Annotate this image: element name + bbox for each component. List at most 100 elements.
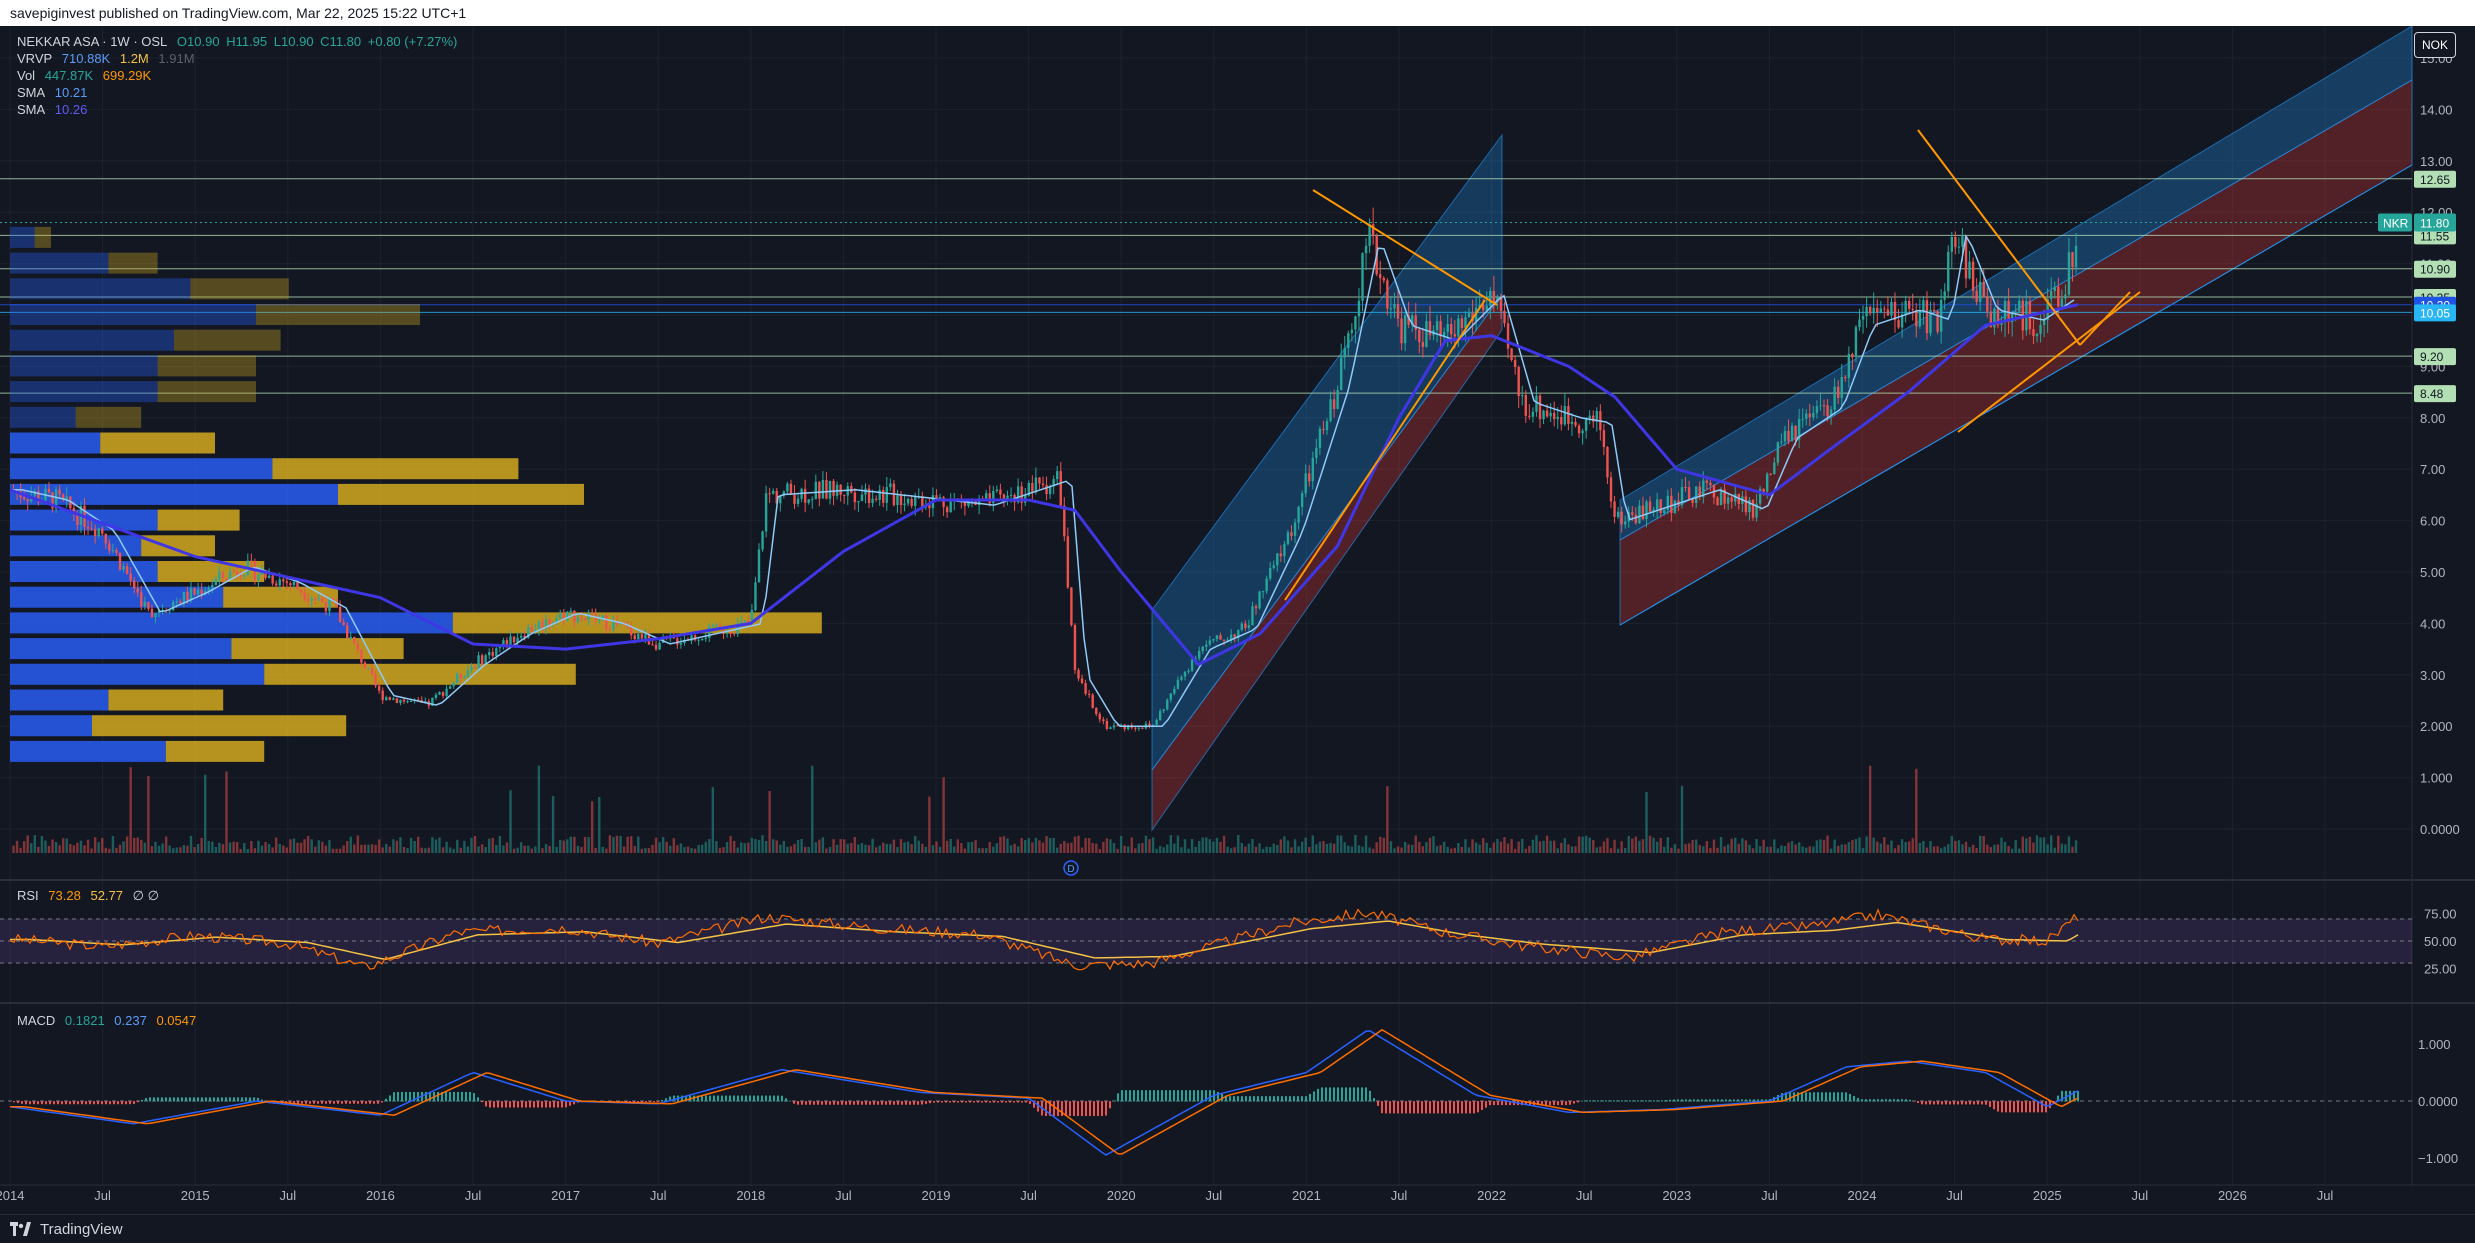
volume-bar — [945, 840, 949, 853]
volume-bar — [1961, 844, 1964, 853]
volume-bar — [1389, 841, 1393, 853]
volume-bar — [1687, 843, 1691, 853]
candle-body — [445, 688, 448, 696]
candle-body — [491, 651, 494, 656]
candle-body — [1932, 309, 1936, 312]
macd-histogram-bar — [29, 1101, 31, 1105]
volume-bar — [967, 842, 970, 853]
footer-bar: TradingView — [0, 1214, 2475, 1243]
y-tick-label: 0.0000 — [2420, 822, 2460, 837]
volume-bar — [534, 846, 537, 853]
macd-histogram-bar — [1633, 1100, 1635, 1102]
volume-bar — [65, 838, 68, 853]
volume-bar — [711, 787, 715, 853]
rsi-legend[interactable]: RSI 73.28 52.77 ∅ ∅ — [17, 887, 165, 904]
candle-body — [125, 566, 129, 574]
sma1-row[interactable]: SMA 10.21 — [17, 84, 463, 101]
candle-body — [1908, 300, 1911, 309]
candle-body — [147, 602, 150, 609]
vp-bar-down — [338, 483, 584, 505]
volume-bar — [182, 845, 186, 853]
candle-body — [1237, 629, 1240, 639]
volume-bar — [1087, 838, 1091, 853]
volume-bar — [740, 842, 743, 853]
volume-bar — [1982, 836, 1985, 853]
candle-body — [76, 514, 79, 525]
volume-bar — [1922, 840, 1925, 853]
volume-bar — [1002, 836, 1006, 853]
sma2-row[interactable]: SMA 10.26 — [17, 101, 463, 118]
price-chart[interactable]: 2014Jul2015Jul2016Jul2017Jul2018Jul2019J… — [0, 26, 2475, 1214]
candle-body — [1460, 318, 1464, 329]
volume-bar — [1666, 837, 1669, 853]
candle-body — [701, 638, 704, 640]
volume-bar — [1350, 846, 1354, 853]
volume-bar — [1886, 844, 1890, 853]
candle-body — [448, 686, 452, 689]
main-legend[interactable]: NEKKAR ASA · 1W · OSL O10.90 H11.95 L10.… — [17, 33, 463, 118]
vol-label: Vol — [17, 68, 36, 83]
macd-histogram-bar — [349, 1101, 351, 1104]
macd-histogram-bar — [1929, 1101, 1931, 1105]
vrvp-row[interactable]: VRVP 710.88K 1.2M 1.91M — [17, 50, 463, 67]
candle-body — [1222, 639, 1226, 641]
candle-body — [1648, 501, 1652, 512]
volume-bar — [1411, 844, 1414, 853]
macd-histogram-bar — [1617, 1100, 1619, 1102]
macd-legend[interactable]: MACD 0.1821 0.237 0.0547 — [17, 1012, 202, 1029]
macd-histogram-bar — [213, 1097, 215, 1102]
currency-button[interactable]: NOK — [2414, 32, 2456, 58]
candle-body — [377, 685, 381, 691]
macd-histogram-bar — [1669, 1099, 1671, 1102]
candle-body — [1890, 301, 1893, 316]
candle-body — [1762, 488, 1765, 492]
candle-body — [498, 646, 502, 649]
volume-bar — [626, 836, 629, 853]
x-tick-label: 2015 — [181, 1188, 210, 1203]
volume-bar — [317, 840, 320, 853]
macd-histogram-bar — [1257, 1096, 1259, 1102]
candle-body — [392, 698, 395, 700]
vp-bar-up — [10, 612, 453, 634]
volume-bar — [583, 836, 587, 853]
volume-row[interactable]: Vol 447.87K 699.29K — [17, 67, 463, 84]
candle-body — [101, 528, 104, 534]
macd-histogram-bar — [1565, 1101, 1567, 1106]
volume-bar — [789, 846, 793, 853]
volume-bar — [1041, 842, 1045, 853]
candle-body — [62, 494, 65, 500]
vp-bar-down — [157, 381, 256, 403]
candle-body — [1673, 500, 1677, 514]
candle-body — [2057, 286, 2060, 307]
volume-bar — [154, 841, 157, 853]
macd-histogram-bar — [217, 1097, 219, 1102]
candle-body — [644, 634, 647, 639]
volume-bar — [548, 845, 551, 853]
time-axis[interactable]: 2014Jul2015Jul2016Jul2017Jul2018Jul2019J… — [0, 1184, 2475, 1203]
candle-body — [1510, 348, 1513, 361]
candle-body — [1080, 678, 1084, 684]
macd-signal-line — [10, 1028, 2079, 1155]
macd-histogram-bar — [1813, 1092, 1815, 1102]
candle-body — [1986, 297, 1989, 312]
volume-bar — [1801, 846, 1804, 853]
volume-bar — [857, 844, 860, 853]
candle-body — [1031, 482, 1034, 493]
candle-body — [651, 644, 654, 646]
volume-bar — [1073, 836, 1077, 853]
volume-bar — [1879, 843, 1882, 853]
volume-bar — [1205, 837, 1208, 853]
candle-body — [480, 655, 484, 665]
macd-histogram-bar — [9, 1101, 11, 1102]
macd-histogram-bar — [413, 1091, 415, 1102]
candle-body — [999, 489, 1002, 495]
candle-body — [995, 489, 999, 491]
macd-histogram-bar — [1973, 1101, 1975, 1105]
volume-bar — [974, 840, 977, 853]
volume-bar — [1134, 848, 1137, 853]
candle-body — [967, 502, 970, 506]
macd-histogram-bar — [141, 1099, 143, 1102]
candle-body — [1961, 235, 1964, 247]
macd-histogram-bar — [453, 1091, 455, 1102]
volume-bar — [409, 837, 413, 853]
